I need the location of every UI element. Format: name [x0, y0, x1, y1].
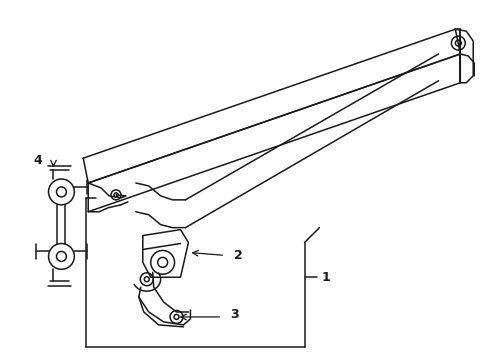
Text: 2: 2	[234, 249, 243, 262]
Text: 1: 1	[321, 271, 329, 284]
Text: 3: 3	[230, 309, 238, 321]
Text: 4: 4	[34, 154, 42, 167]
